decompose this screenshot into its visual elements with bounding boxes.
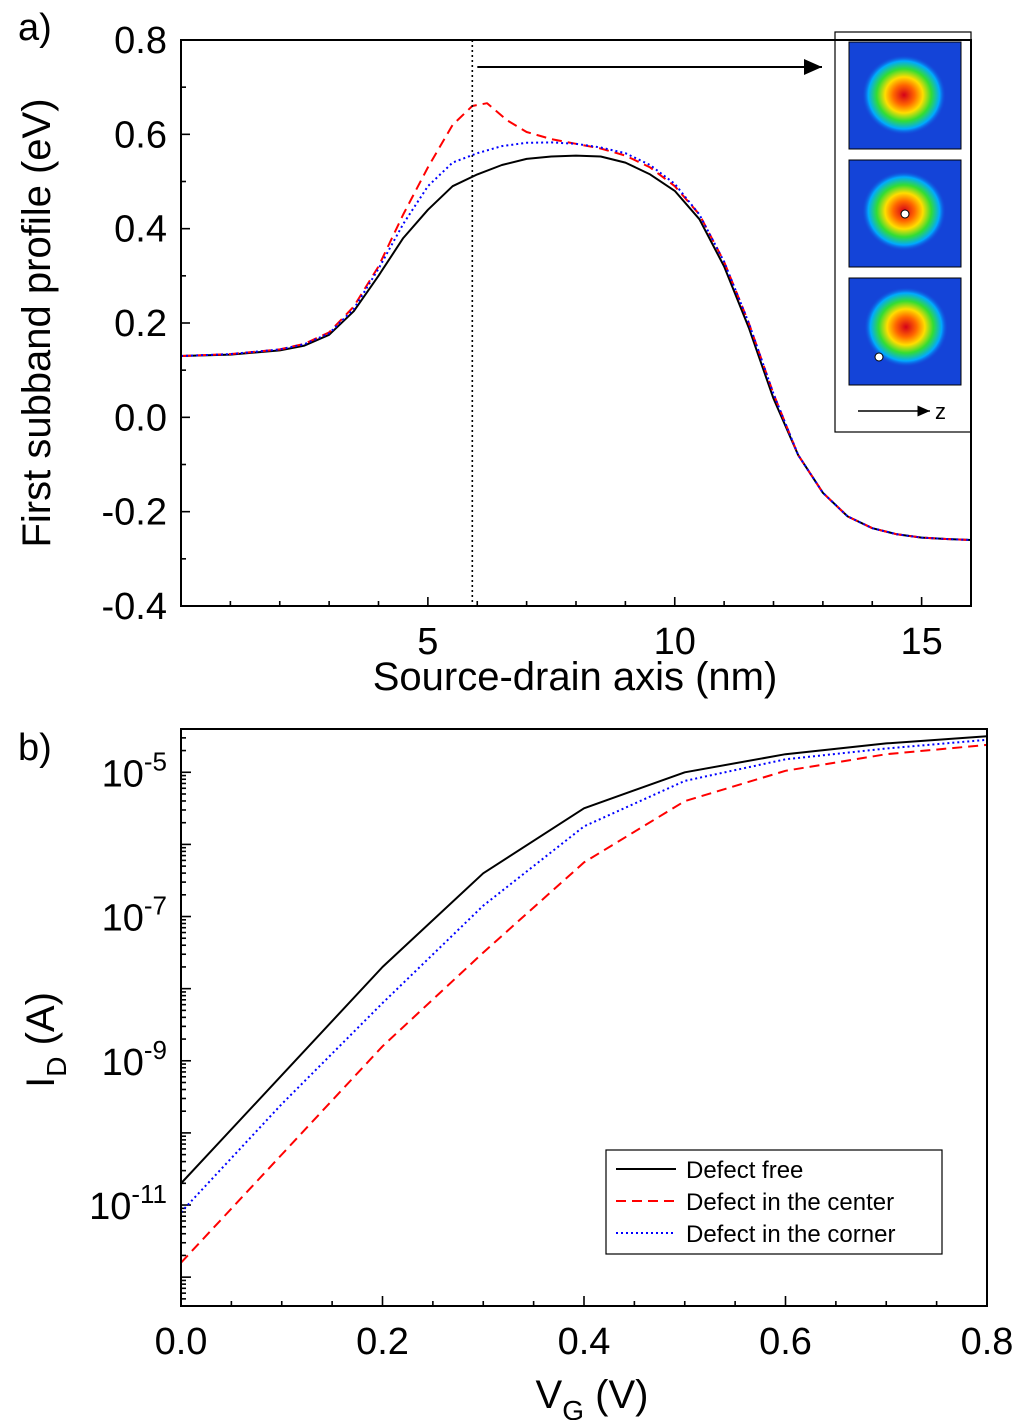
panel-a: a) -0.4 -0.2 0.0 0.2 0.4 0.6 0.8 5 10 15 [15, 7, 972, 699]
series-line-2 [181, 738, 987, 1213]
x-tick-label: 10 [654, 621, 696, 663]
x-tick-label: 0.2 [356, 1321, 409, 1363]
panel-b-y-ticks: 10-11 10-9 10-7 10-5 [89, 737, 191, 1307]
x-tick-label: 0.6 [759, 1321, 812, 1363]
panel-b: b) 10-11 10-9 10-7 10-5 0.0 0.2 0.4 0.6 0.8 Def… [18, 727, 1013, 1420]
y-tick-label: 10-5 [102, 746, 167, 795]
series-line-0 [181, 735, 987, 1185]
y-tick-label: 0.6 [114, 114, 167, 156]
panel-b-x-ticks: 0.0 0.2 0.4 0.6 0.8 [155, 1296, 1014, 1363]
legend-frame [605, 1149, 943, 1255]
panel-b-series [181, 735, 987, 1264]
wavefunction-map-defect-center [848, 159, 962, 268]
panel-a-y-axis-title: First subband profile (eV) [15, 98, 59, 547]
defect-center-dot [900, 209, 910, 219]
wavefunction-inset: z [834, 31, 972, 433]
panel-a-x-ticks: 5 10 15 [229, 597, 972, 663]
x-tick-label: 0.8 [961, 1321, 1014, 1363]
y-tick-label: 0.0 [114, 397, 167, 439]
panel-a-y-ticks: -0.4 -0.2 0.0 0.2 0.4 0.6 0.8 [102, 20, 190, 628]
y-tick-label: 0.4 [114, 209, 167, 251]
y-tick-label: 10-9 [102, 1035, 167, 1084]
panel-b-frame [180, 728, 988, 1307]
y-tick-label: 0.2 [114, 303, 167, 345]
x-tick-label: 0.4 [558, 1321, 611, 1363]
wavefunction-map-defect-corner [848, 277, 962, 386]
panel-a-frame [180, 39, 972, 607]
y-tick-label: -0.2 [102, 492, 167, 534]
panel-b-label: b) [18, 727, 52, 769]
legend-label: Defect free [686, 1157, 803, 1184]
panel-b-x-axis-title: VG (V) [536, 1373, 649, 1420]
x-tick-label: 5 [417, 621, 438, 663]
series-line-2 [181, 141, 971, 541]
wavefunction-map-defect-free [848, 41, 962, 150]
series-line-0 [181, 154, 971, 541]
y-tick-label: -0.4 [102, 586, 167, 628]
y-tick-label: 10-11 [89, 1179, 167, 1228]
x-tick-label: 15 [900, 621, 942, 663]
x-tick-label: 0.0 [155, 1321, 208, 1363]
y-tick-label: 0.8 [114, 20, 167, 62]
z-axis-label: z [935, 399, 946, 424]
panel-a-series [181, 102, 971, 541]
y-tick-label: 10-7 [102, 891, 167, 940]
legend-label: Defect in the center [686, 1189, 894, 1216]
panel-b-y-axis-title: ID (A) [19, 992, 72, 1088]
legend-label: Defect in the corner [686, 1221, 895, 1248]
panel-a-x-axis-title: Source-drain axis (nm) [373, 655, 778, 699]
defect-corner-dot [874, 352, 884, 362]
series-line-1 [181, 743, 987, 1264]
legend: Defect free Defect in the center Defect in… [605, 1149, 943, 1255]
panel-a-label: a) [18, 7, 52, 49]
